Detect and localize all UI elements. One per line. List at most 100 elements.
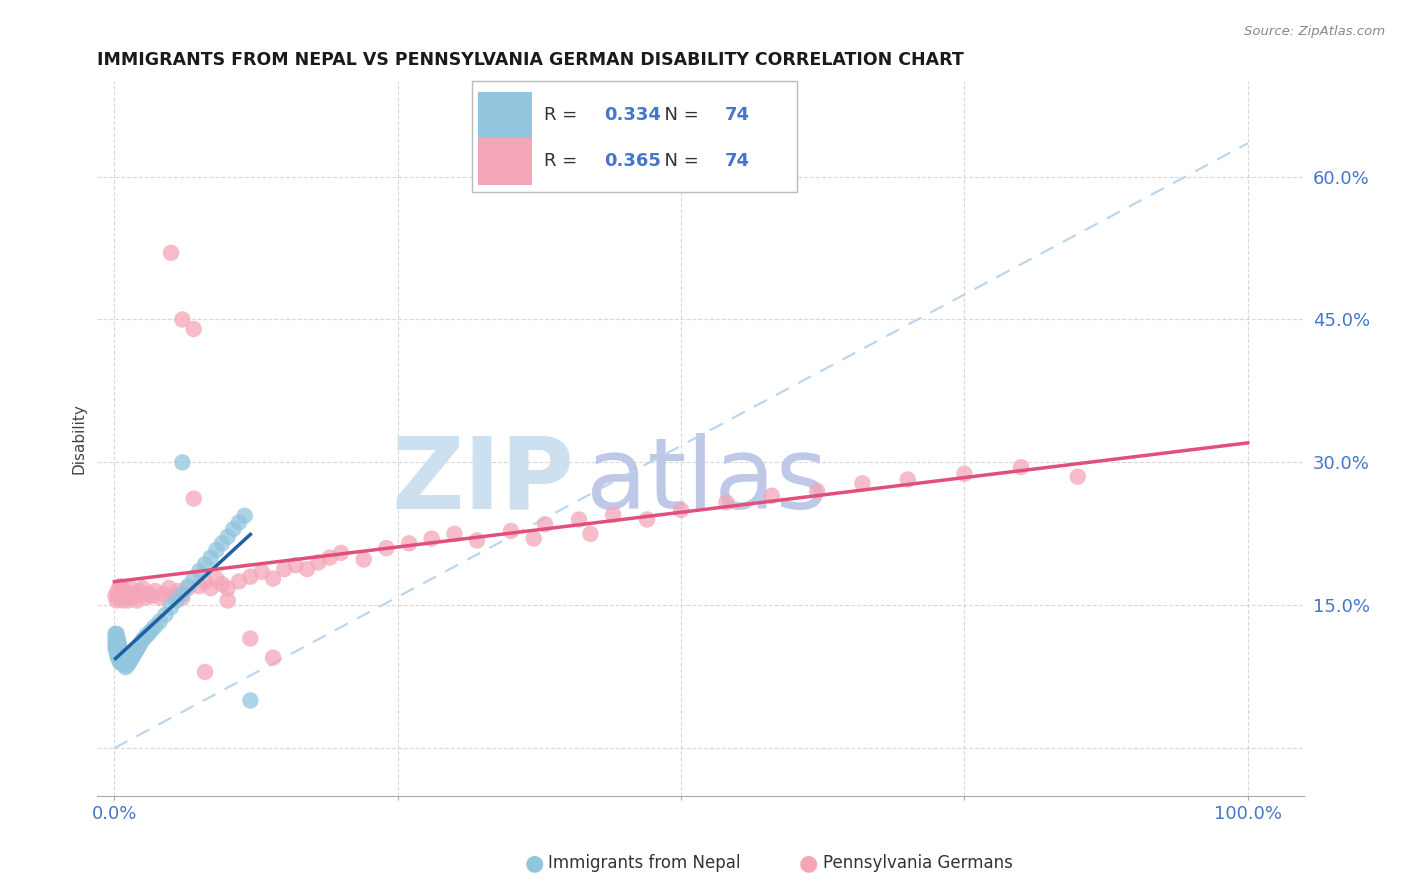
Point: [118, 656, 141, 670]
Point: [188, 564, 211, 578]
Point: [108, 636, 131, 650]
Point: [669, 503, 692, 517]
Point: [110, 656, 132, 670]
Point: [239, 632, 262, 646]
Point: [149, 615, 172, 629]
Point: [121, 649, 143, 664]
Point: [194, 574, 217, 589]
Point: [112, 653, 135, 667]
Point: [111, 646, 134, 660]
Point: [897, 473, 920, 487]
Point: [851, 476, 873, 491]
Point: [205, 543, 228, 558]
Point: [211, 536, 233, 550]
Point: [112, 649, 135, 664]
Point: [112, 657, 135, 672]
Point: [104, 632, 127, 646]
Point: [111, 656, 134, 670]
Text: 74: 74: [725, 153, 749, 170]
Point: [233, 508, 256, 523]
Point: [128, 638, 150, 652]
Point: [104, 627, 127, 641]
Point: [138, 627, 160, 641]
Point: [117, 653, 139, 667]
Point: [177, 581, 200, 595]
Point: [217, 581, 239, 595]
Point: [104, 589, 127, 603]
Text: ●: ●: [524, 854, 544, 873]
Point: [115, 657, 138, 672]
Point: [105, 646, 128, 660]
Point: [157, 581, 180, 595]
Point: [172, 587, 194, 601]
Point: [111, 650, 134, 665]
Text: 74: 74: [725, 106, 749, 124]
Point: [120, 653, 142, 667]
Point: [135, 629, 157, 643]
Point: [716, 495, 738, 509]
Point: [108, 591, 131, 605]
Point: [104, 636, 127, 650]
Point: [107, 650, 129, 665]
Point: [110, 587, 132, 601]
Point: [160, 245, 183, 260]
Point: [120, 651, 142, 665]
Point: [117, 593, 139, 607]
Point: [953, 467, 976, 481]
Point: [273, 562, 295, 576]
Point: [105, 641, 128, 656]
Point: [122, 648, 145, 662]
Point: [443, 526, 465, 541]
Point: [200, 550, 222, 565]
Point: [143, 584, 166, 599]
Point: [330, 546, 353, 560]
Point: [420, 532, 443, 546]
Point: [149, 591, 172, 605]
Point: [132, 632, 155, 646]
Text: R =: R =: [544, 106, 583, 124]
Point: [111, 581, 134, 595]
Point: [131, 581, 153, 595]
Point: [153, 587, 176, 601]
Text: Pennsylvania Germans: Pennsylvania Germans: [823, 855, 1012, 872]
Point: [125, 644, 148, 658]
Point: [108, 641, 131, 656]
Text: N =: N =: [652, 153, 704, 170]
Point: [262, 650, 284, 665]
Point: [108, 646, 131, 660]
Point: [172, 455, 194, 469]
Point: [124, 646, 146, 660]
Point: [131, 634, 153, 648]
Point: [295, 562, 318, 576]
Point: [105, 636, 128, 650]
Point: [160, 600, 183, 615]
Point: [534, 517, 557, 532]
Point: [200, 581, 222, 595]
Point: [141, 589, 163, 603]
Point: [523, 532, 546, 546]
Point: [217, 530, 239, 544]
Point: [177, 579, 200, 593]
Point: [262, 572, 284, 586]
Point: [806, 483, 828, 498]
Point: [110, 650, 132, 665]
Point: [125, 642, 148, 657]
Point: [128, 584, 150, 599]
Point: [568, 512, 591, 526]
Text: ZIP: ZIP: [391, 433, 574, 530]
Point: [636, 512, 658, 526]
Point: [166, 593, 188, 607]
Text: N =: N =: [652, 106, 704, 124]
Text: 0.334: 0.334: [605, 106, 661, 124]
Point: [172, 312, 194, 326]
Point: [110, 646, 132, 660]
Point: [211, 577, 233, 591]
Point: [108, 650, 131, 665]
Point: [117, 657, 139, 672]
Point: [108, 650, 131, 665]
Point: [114, 584, 136, 599]
Point: [194, 558, 217, 572]
Point: [107, 641, 129, 656]
Text: 0.365: 0.365: [605, 153, 661, 170]
Point: [114, 653, 136, 667]
